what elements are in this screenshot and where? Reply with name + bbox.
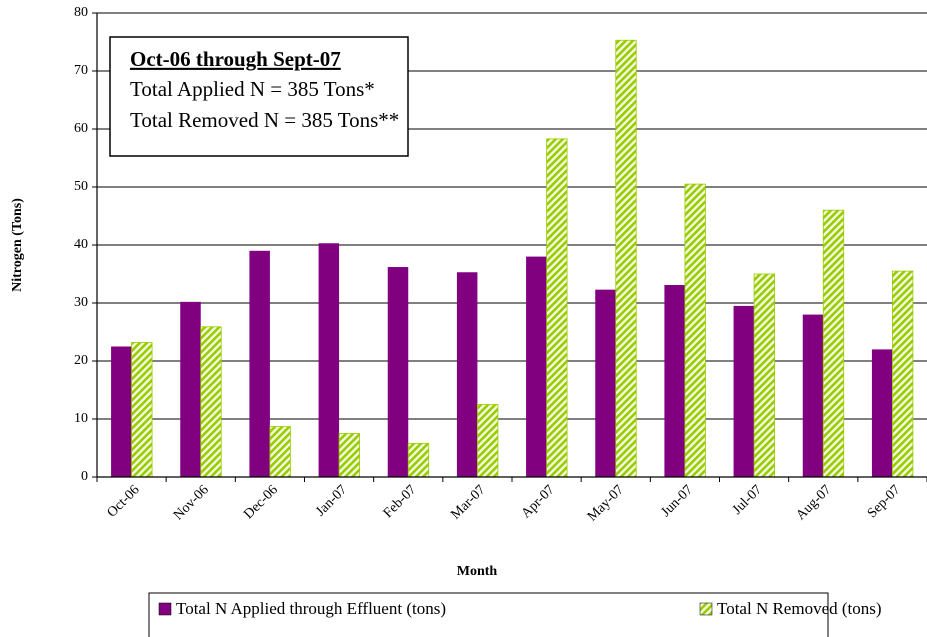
x-tick-label: Mar-07 xyxy=(448,482,488,522)
legend-label: Total N Applied through Effluent (tons) xyxy=(176,599,446,618)
legend-label: Total N Removed (tons) xyxy=(717,599,882,618)
y-axis-title: Nitrogen (Tons) xyxy=(10,198,25,292)
y-tick-label: 50 xyxy=(74,179,88,194)
y-tick-label: 0 xyxy=(81,469,88,484)
legend-swatch xyxy=(158,602,172,616)
annotation-box xyxy=(109,36,409,157)
bar xyxy=(664,285,685,477)
annotation-line: Total Applied N = 385 Tons* xyxy=(130,77,375,101)
bar xyxy=(269,426,291,478)
bar xyxy=(131,342,153,478)
annotation-title: Oct-06 through Sept-07 xyxy=(130,47,341,71)
bar xyxy=(456,272,478,477)
x-tick-label: Apr-07 xyxy=(519,482,558,521)
bar xyxy=(477,404,499,478)
bar xyxy=(595,289,616,477)
x-tick-label: Oct-06 xyxy=(105,482,143,520)
y-tick-label: 80 xyxy=(74,5,88,20)
x-tick-label: Nov-06 xyxy=(171,482,212,523)
y-tick-label: 70 xyxy=(74,63,88,78)
bar xyxy=(753,273,775,478)
legend-box xyxy=(148,592,829,637)
x-tick-label: Jul-07 xyxy=(730,482,765,517)
bar xyxy=(892,270,914,478)
x-tick-label: Sep-07 xyxy=(865,482,904,521)
bar xyxy=(387,267,409,477)
x-tick-label: May-07 xyxy=(585,482,627,524)
bar xyxy=(615,39,637,478)
bar xyxy=(180,301,201,477)
bar xyxy=(249,250,270,477)
bar xyxy=(871,349,893,477)
x-tick-label: Jan-07 xyxy=(313,482,350,519)
bar xyxy=(684,183,706,478)
y-tick-label: 40 xyxy=(74,237,88,252)
bar xyxy=(200,326,222,478)
x-tick-label: Dec-06 xyxy=(241,482,281,522)
x-tick-label: Jun-07 xyxy=(658,482,696,520)
bar xyxy=(733,305,755,477)
y-tick-label: 20 xyxy=(74,353,88,368)
x-tick-label: Aug-07 xyxy=(793,482,834,523)
y-tick-label: 10 xyxy=(74,411,88,426)
bar xyxy=(111,346,132,477)
bar xyxy=(546,138,568,478)
annotation-line: Total Removed N = 385 Tons** xyxy=(130,108,399,132)
bar xyxy=(407,442,430,478)
y-tick-label: 60 xyxy=(74,121,88,136)
x-tick-label: Feb-07 xyxy=(381,482,420,521)
bar xyxy=(318,243,340,477)
bar xyxy=(526,256,547,477)
bar xyxy=(802,314,824,477)
bar xyxy=(338,433,360,478)
bar xyxy=(822,209,845,478)
legend-swatch xyxy=(699,602,713,616)
y-tick-label: 30 xyxy=(74,295,88,310)
x-axis-title: Month xyxy=(457,564,498,579)
